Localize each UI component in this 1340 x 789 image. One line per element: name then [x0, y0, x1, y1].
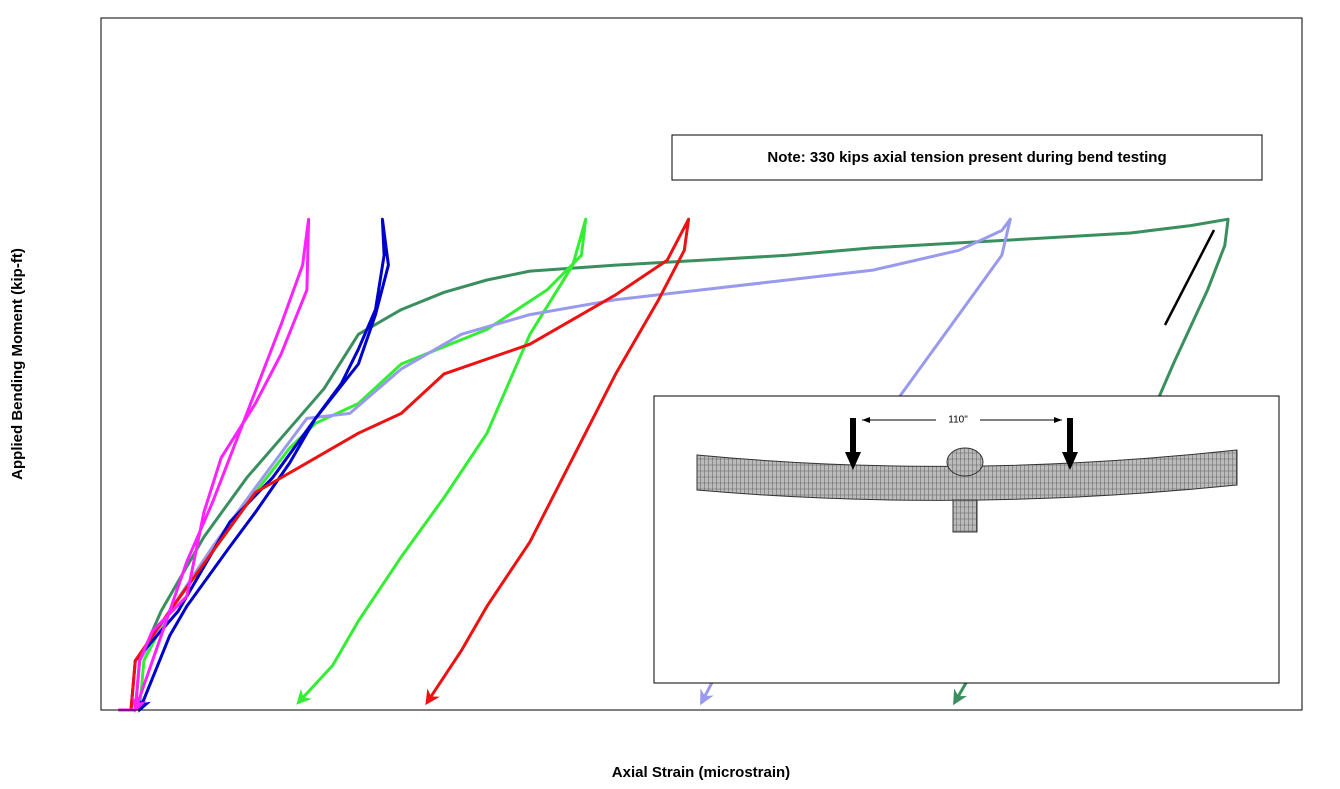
inset-frame: [654, 396, 1279, 683]
stem: [953, 500, 977, 532]
series-line: [131, 219, 689, 710]
series-line: [118, 219, 308, 710]
inset: 110": [654, 396, 1279, 683]
hub: [947, 448, 983, 476]
note: Note: 330 kips axial tension present dur…: [767, 149, 1166, 166]
series-line: [140, 219, 586, 710]
chart: Note: 330 kips axial tension present dur…: [0, 0, 1340, 784]
x-axis-title: Axial Strain (microstrain): [612, 764, 790, 781]
dimension-label: 110": [948, 415, 968, 426]
annotation-arrow: [1165, 230, 1214, 325]
y-axis-title: Applied Bending Moment (kip-ft): [9, 248, 26, 480]
